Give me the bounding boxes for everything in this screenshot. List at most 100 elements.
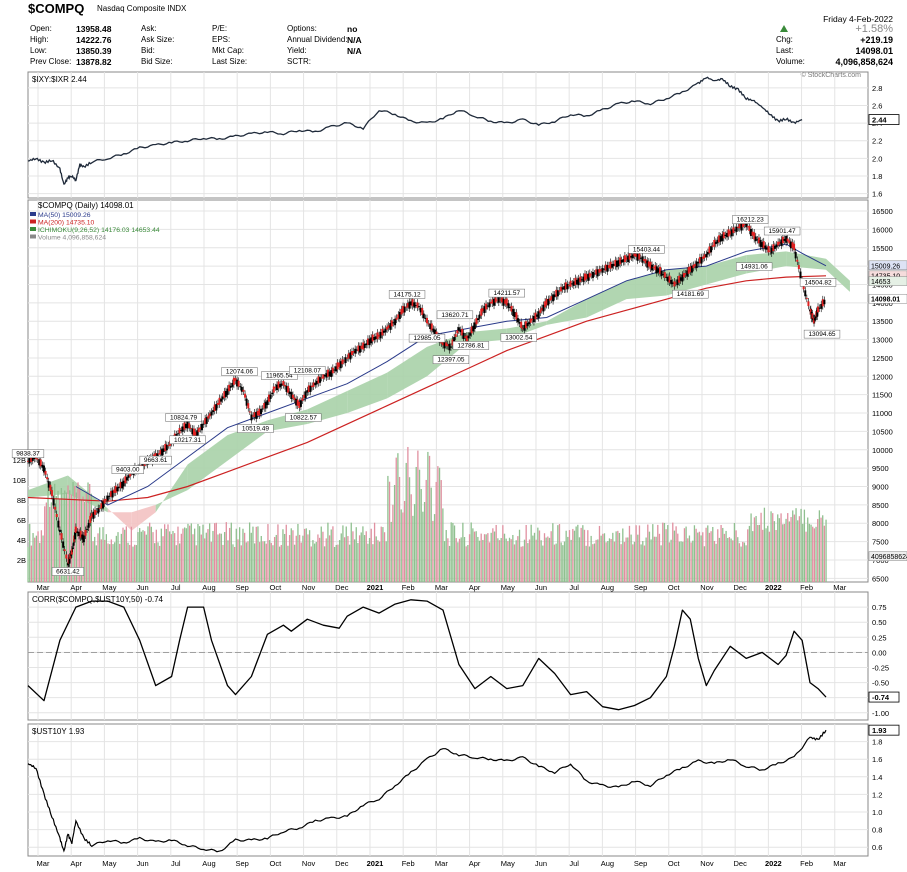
volume-bar [588,546,591,582]
x-tick-label-bottom: May [501,859,515,868]
x-tick-label: Feb [402,583,415,592]
volume-bar [657,524,659,582]
candle-body [162,448,165,453]
volume-bar [87,482,89,582]
candle-body [307,385,310,393]
candle-body [402,305,405,313]
candle-body [290,392,293,399]
candle-body [742,222,745,228]
volume-bar [145,534,147,582]
volume-bar [572,528,574,582]
candle-body [714,241,717,245]
volume-bar [243,532,246,582]
volume-bar [823,525,826,582]
candle-body [28,458,31,464]
candle-body [366,338,369,345]
candle-body [456,330,459,334]
volume-bar [477,536,479,582]
candle-body [422,313,425,319]
candle-body [285,385,288,392]
volume-bar [343,537,346,582]
quote-label: Open: [30,24,52,33]
candle-body [282,380,285,386]
candle-body [103,499,106,504]
candle-body [662,274,665,276]
candle-body [777,241,780,246]
candle-body [654,265,657,271]
candle-body [811,313,814,319]
candle-body [493,298,496,306]
volume-bar [562,545,564,582]
volume-bar [167,524,169,582]
volume-bar [610,539,612,582]
candle-body [346,357,349,359]
candle-body [516,318,519,323]
candle-body [544,301,547,308]
volume-bar [328,535,331,582]
volume-bar [647,524,649,582]
volume-bar [325,538,327,582]
candle-body [232,377,235,385]
candle-body [499,299,502,301]
volume-bar [213,523,216,582]
price-annotation: 10822.57 [290,415,317,422]
last-value-label: 2.44 [872,116,887,125]
candle-body [682,273,685,278]
volume-bar [29,523,31,582]
volume-bar [277,524,279,582]
candle-body [710,246,713,253]
volume-bar [330,529,332,582]
volume-bar [740,546,742,582]
candle-body [793,243,796,251]
candle-body [606,265,609,272]
right-value-box [868,551,907,561]
volume-bar [808,523,811,582]
volume-bar [630,534,632,582]
volume-bar [450,522,452,582]
candle-body [78,531,81,537]
volume-bar [543,533,546,582]
candle-body [695,261,698,269]
volume-bar [54,483,56,582]
ichimoku-cloud [586,280,627,318]
volume-bar [728,537,731,582]
candle-body [753,232,756,240]
volume-bar [262,541,264,582]
volume-bar [408,477,411,582]
volume-bar [782,524,784,582]
volume-bar [762,529,764,582]
candle-body [322,372,325,379]
candle-body [381,328,384,336]
legend-entry: Volume 4,096,858,624 [38,235,106,242]
x-tick-label-bottom: Apr [469,859,481,868]
volume-bar [193,528,196,582]
volume-bar [768,531,771,582]
volume-bar [307,534,309,582]
x-tick-label: Oct [668,583,681,592]
volume-bar [398,476,401,582]
volume-bar [517,536,519,582]
candle-body [561,287,564,290]
x-tick-label-bottom: Oct [270,859,283,868]
candle-body [765,247,768,250]
candle-body [617,260,620,267]
volume-bar [265,543,267,582]
candle-body [649,261,652,269]
volume-bar [718,537,721,582]
candle-body [62,541,65,548]
volume-bar [437,466,439,582]
quote-value: 13958.48 [76,24,112,34]
y-tick-label: 1.8 [872,172,882,181]
quote-label: Prev Close: [30,57,72,66]
price-annotation: 6631.42 [56,569,80,576]
volume-bar [297,523,299,582]
x-tick-label: Oct [270,583,283,592]
volume-bar [342,525,344,582]
volume-bar [658,533,661,582]
candle-body [556,290,559,297]
y-tick-label: 7500 [872,538,889,547]
symbol-title[interactable]: $COMPQ [28,1,85,16]
volume-bar [42,535,44,582]
candle-body [365,343,368,346]
